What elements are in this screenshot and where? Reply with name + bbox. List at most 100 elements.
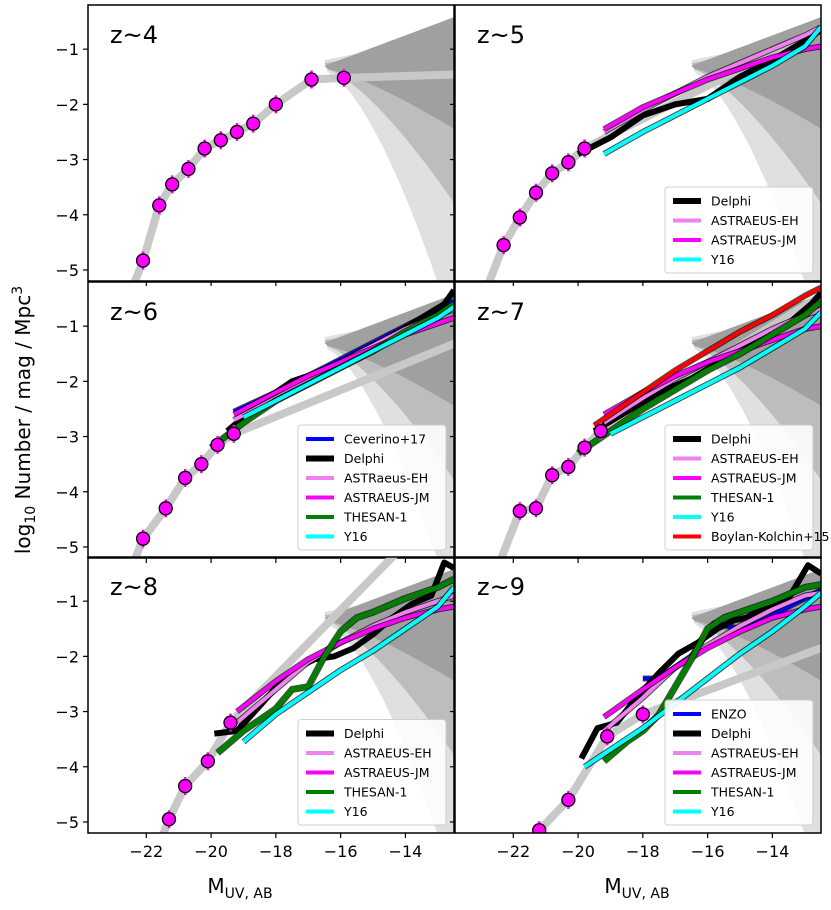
panel-frame xyxy=(87,281,455,559)
panel-label: z~8 xyxy=(110,573,158,601)
legend-entry: ASTRAEUS-JM xyxy=(711,471,797,486)
legend-entry: ASTRAEUS-EH xyxy=(711,451,799,466)
data-point xyxy=(635,707,651,722)
panel-5: −5 −4 −3 −2 −1 −22 −20 −18 −16 −14 z~8 Delphi ASTRAE… xyxy=(55,556,455,861)
series-y16 xyxy=(603,25,821,156)
x-axis-label-right: MUV, AB xyxy=(604,874,669,902)
data-point xyxy=(304,72,319,87)
legend: ENZO Delphi ASTRAEUS-EH ASTRAEUS-JM THESAN-1… xyxy=(664,699,814,826)
panel-label: z~4 xyxy=(110,21,158,49)
legend-entry: Delphi xyxy=(711,726,751,741)
legend-box xyxy=(664,186,814,274)
panel-3: −5 −4 −3 −2 −1 z~6 Ceverino+17 Delphi ASTRaeus-E… xyxy=(55,281,455,563)
legend-entry: ASTRAEUS-EH xyxy=(344,746,432,761)
data-point xyxy=(223,715,238,730)
legend-entry: Delphi xyxy=(711,194,751,209)
series-astraeus-jm xyxy=(232,315,454,417)
legend-entry: Y16 xyxy=(343,804,368,819)
plot-area xyxy=(130,17,454,281)
series-thesan-1 xyxy=(576,299,821,456)
x-tick-label: −14 xyxy=(389,842,423,861)
x-tick-label: −22 xyxy=(496,842,530,861)
y-tick-label: −3 xyxy=(55,151,79,170)
legend-entry: Boylan-Kolchin+15 xyxy=(711,529,829,544)
y-tick-label: −5 xyxy=(55,813,79,832)
data-point xyxy=(577,141,592,156)
panel-frame xyxy=(454,281,822,559)
series-y16 xyxy=(242,586,454,744)
legend-entry: THESAN-1 xyxy=(710,490,774,505)
legend-box xyxy=(664,699,814,826)
legend-entry: Y16 xyxy=(343,529,368,544)
x-tick-label: −18 xyxy=(626,842,660,861)
data-point xyxy=(200,754,215,769)
y-tick-label: −5 xyxy=(55,538,79,557)
data-point xyxy=(528,501,544,516)
legend-entry: Delphi xyxy=(711,432,751,447)
data-point xyxy=(528,185,544,200)
panel-label: z~7 xyxy=(477,298,525,326)
data-point xyxy=(532,823,547,833)
legend-entry: ASTRAEUS-JM xyxy=(344,765,430,780)
data-point xyxy=(561,792,576,808)
data-point xyxy=(561,459,576,475)
data-point xyxy=(178,470,193,486)
legend-box xyxy=(297,424,447,551)
legend-box xyxy=(297,719,447,826)
data-point xyxy=(213,133,228,148)
series-y16 xyxy=(583,591,821,769)
x-tick-label: −20 xyxy=(194,842,228,861)
legend: Delphi ASTRAEUS-EH ASTRAEUS-JM THESAN-1 Y16 xyxy=(297,719,447,826)
panel-frame xyxy=(87,556,455,834)
legend-entry: Y16 xyxy=(710,510,735,525)
data-point xyxy=(496,237,511,253)
data-point xyxy=(545,166,560,181)
y-tick-label: −2 xyxy=(55,372,79,391)
panel-frame xyxy=(454,4,822,282)
data-point xyxy=(512,210,527,225)
series-astraeus-eh xyxy=(602,590,821,733)
x-tick-label: −18 xyxy=(259,842,293,861)
y-tick-label: −4 xyxy=(55,758,79,777)
legend-entry: Y16 xyxy=(710,252,735,267)
data-point xyxy=(229,124,245,140)
panel-4: z~7 Delphi ASTRAEUS-EH ASTRAEUS-JM THESAN-1 Y… xyxy=(450,281,829,563)
data-point xyxy=(246,116,261,131)
data-point xyxy=(210,437,225,452)
y-tick-label: −4 xyxy=(55,206,79,225)
legend-entry: ASTRAEUS-JM xyxy=(711,765,797,780)
data-point xyxy=(577,440,592,455)
panel-6: −22 −20 −18 −16 −14 z~9 ENZO Delphi ASTRAEUS-EH A… xyxy=(450,556,822,861)
y-tick-label: −2 xyxy=(55,647,79,666)
x-tick-label: −16 xyxy=(691,842,725,861)
x-tick-label: −16 xyxy=(324,842,358,861)
y-tick-label: −1 xyxy=(55,592,79,611)
legend-entry: Ceverino+17 xyxy=(344,432,426,447)
data-point xyxy=(561,155,576,170)
y-tick-label: −1 xyxy=(55,317,79,336)
data-point xyxy=(161,812,177,827)
legend: Delphi ASTRAEUS-EH ASTRAEUS-JM Y16 xyxy=(664,186,814,274)
data-point xyxy=(593,423,608,439)
data-point xyxy=(197,141,212,156)
panel-label: z~6 xyxy=(110,298,158,326)
series-thesan-1 xyxy=(215,576,454,755)
legend: Delphi ASTRAEUS-EH ASTRAEUS-JM THESAN-1 Y16 B… xyxy=(664,424,829,551)
y-tick-label: −4 xyxy=(55,483,79,502)
data-point xyxy=(226,426,241,441)
y-tick-label: −5 xyxy=(55,261,79,280)
x-tick-label: −22 xyxy=(129,842,163,861)
panels-group: −5 −4 −3 −2 −1 z~4 z~5 Delphi ASTRAEUS-EH ASTRAEU… xyxy=(55,4,829,861)
legend-entry: THESAN-1 xyxy=(710,785,774,800)
x-tick-label: −14 xyxy=(756,842,790,861)
panel-1: −5 −4 −3 −2 −1 z~4 xyxy=(55,4,455,286)
data-point xyxy=(135,253,151,268)
series-y16 xyxy=(609,310,821,436)
legend-entry: Delphi xyxy=(344,451,384,466)
data-point xyxy=(600,729,615,744)
legend-entry: THESAN-1 xyxy=(343,785,407,800)
data-point xyxy=(336,70,352,86)
legend-entry: ASTRaeus-EH xyxy=(344,471,428,486)
series-boylan-kolchin-15 xyxy=(593,285,821,428)
y-axis-label: log10 Number / mag / Mpc3 xyxy=(10,286,39,554)
